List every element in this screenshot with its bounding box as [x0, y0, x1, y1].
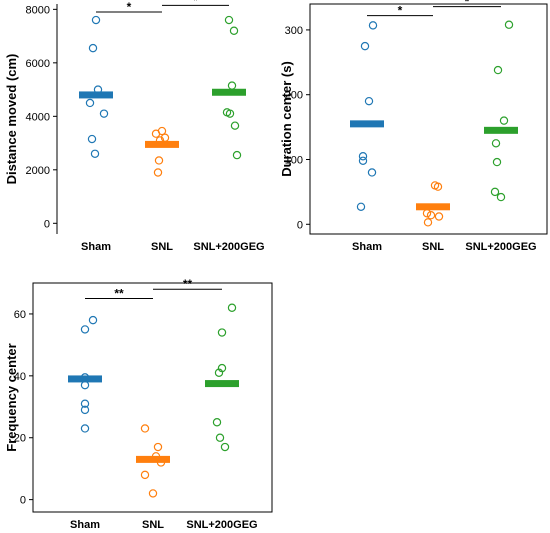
data-point: [217, 328, 227, 337]
data-point: [151, 129, 161, 138]
chart-duration-center: 0 100 200 300 Sham SNL SNL+200GEG Duration cent…: [279, 0, 548, 253]
mean-bar: [484, 126, 518, 134]
mean-bar: [350, 120, 384, 128]
chart-frequency-center: 0 20 40 60 Sham SNL SNL+200GEG Frequency center…: [4, 277, 273, 531]
x-category-label: SNL: [422, 241, 444, 253]
y-tick-label: 4000: [26, 111, 50, 123]
data-point: [91, 15, 101, 25]
data-point: [153, 442, 163, 452]
y-axis-title: Duration center (s): [279, 61, 294, 177]
y-tick-label: 100: [285, 154, 303, 166]
data-point: [153, 168, 163, 177]
data-point: [367, 168, 377, 177]
y-tick-label: 2000: [26, 165, 50, 177]
significance-label: *: [398, 4, 403, 18]
y-tick-label: 60: [14, 309, 26, 321]
y-tick-label: 6000: [26, 58, 50, 70]
y-tick-label: 0: [44, 218, 50, 230]
y-axis-title: Frequency center: [4, 343, 19, 451]
mean-bar: [416, 203, 450, 211]
data-point: [90, 149, 100, 158]
significance-label: **: [183, 277, 193, 291]
data-point: [80, 405, 90, 415]
data-point: [423, 218, 433, 227]
y-tick-label: 200: [285, 90, 303, 102]
y-tick-label: 20: [14, 433, 26, 445]
x-category-label: Sham: [70, 519, 100, 531]
data-point: [154, 156, 164, 165]
plot-frame: [32, 282, 273, 513]
data-point: [230, 121, 240, 130]
data-point: [360, 41, 370, 51]
mean-bar: [205, 380, 239, 388]
data-point: [140, 424, 150, 433]
data-point: [148, 489, 158, 498]
data-point: [433, 182, 443, 191]
mean-bar: [145, 140, 179, 148]
y-tick-label: 40: [14, 371, 26, 383]
data-point: [212, 418, 222, 427]
x-category-label: SNL+200GEG: [465, 241, 536, 253]
data-point: [80, 399, 90, 408]
y-tick-label: 300: [285, 25, 303, 37]
x-category-label: SNL: [142, 519, 164, 531]
data-point: [88, 315, 98, 325]
data-point: [364, 96, 374, 106]
x-category-label: SNL: [151, 241, 173, 253]
x-category-label: Sham: [352, 241, 382, 253]
data-point: [232, 150, 242, 160]
significance-label: *: [465, 0, 470, 9]
data-point: [225, 109, 235, 118]
data-point: [358, 152, 368, 161]
data-point: [493, 65, 503, 75]
data-point: [426, 211, 436, 220]
data-point: [227, 303, 237, 312]
data-point: [80, 380, 90, 390]
x-category-label: SNL+200GEG: [193, 241, 264, 253]
data-point: [490, 187, 500, 197]
mean-bar: [212, 88, 246, 96]
significance-label: *: [193, 0, 198, 7]
data-point: [491, 139, 501, 148]
data-point: [499, 116, 509, 125]
x-category-label: SNL+200GEG: [186, 519, 257, 531]
data-point: [215, 433, 225, 442]
data-point: [224, 15, 234, 25]
significance-label: *: [127, 0, 132, 14]
significance-label: **: [114, 286, 124, 300]
data-point: [368, 21, 378, 30]
data-point: [356, 202, 366, 211]
data-point: [229, 26, 239, 35]
data-point: [496, 192, 506, 202]
mean-bar: [79, 91, 113, 99]
data-point: [220, 442, 230, 452]
data-point: [80, 325, 90, 334]
data-point: [80, 424, 90, 433]
mean-bar: [68, 375, 102, 383]
x-category-label: Sham: [81, 241, 111, 253]
plot-frame: [309, 3, 548, 235]
data-point: [227, 81, 237, 90]
data-point: [88, 43, 98, 53]
mean-bar: [136, 455, 170, 463]
data-point: [504, 20, 514, 29]
data-point: [87, 134, 97, 144]
data-point: [214, 368, 224, 377]
data-point: [492, 157, 502, 167]
data-point: [358, 156, 368, 165]
chart-distance-moved: 0 2000 4000 6000 8000 Sham SNL SNL+200GEG Distan…: [4, 0, 265, 253]
y-axis-title: Distance moved (cm): [4, 54, 19, 185]
y-tick-label: 0: [20, 495, 26, 507]
data-point: [140, 470, 150, 480]
y-tick-label: 8000: [26, 4, 50, 16]
data-point: [434, 212, 444, 221]
y-tick-label: 0: [297, 219, 303, 231]
data-point: [99, 109, 109, 118]
data-point: [85, 98, 95, 108]
